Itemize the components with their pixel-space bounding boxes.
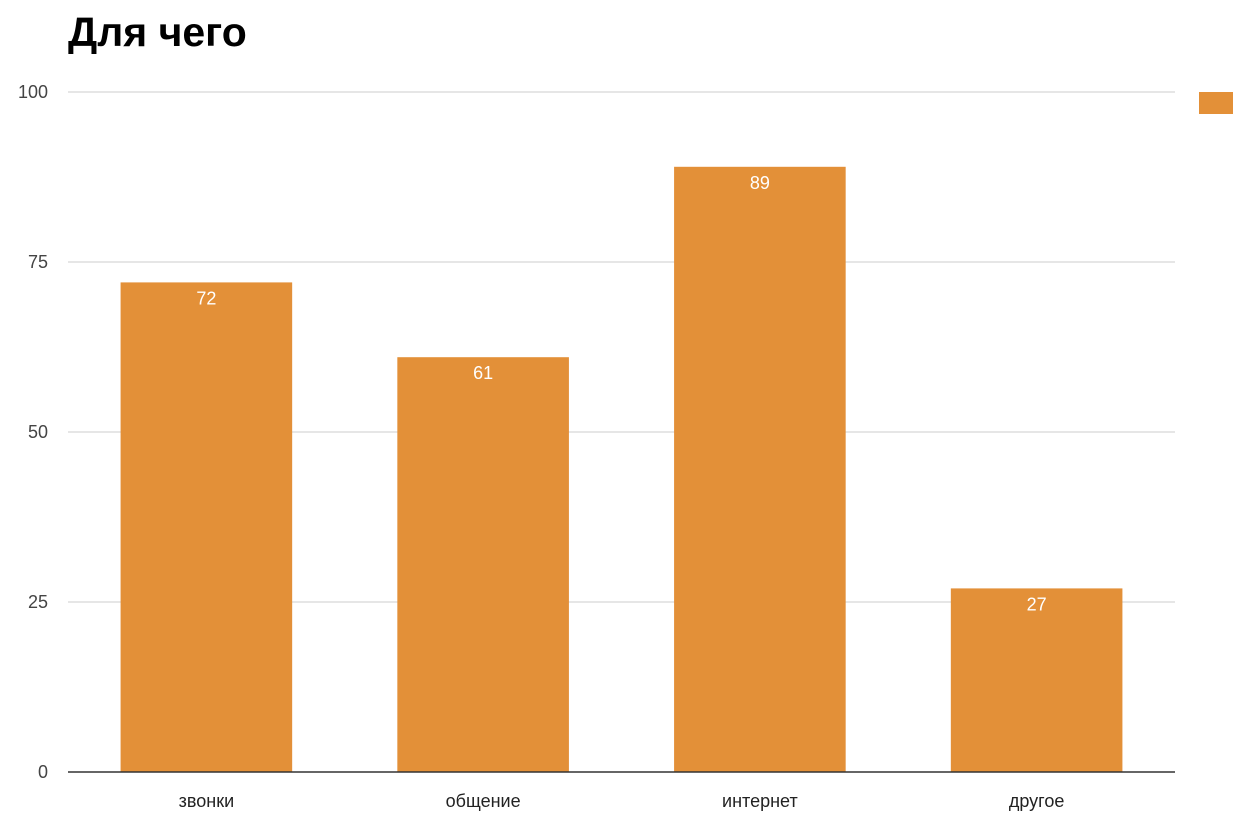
y-tick-label: 75 xyxy=(28,252,48,272)
x-tick-label: общение xyxy=(446,791,521,811)
legend xyxy=(1199,92,1233,114)
data-label: 89 xyxy=(750,173,770,193)
axes: 0 25 50 75 100 звонки общение интернет другое xyxy=(18,82,1175,811)
y-tick-label: 0 xyxy=(38,762,48,782)
bar xyxy=(674,166,846,773)
y-tick-label: 25 xyxy=(28,592,48,612)
data-label: 27 xyxy=(1027,594,1047,614)
x-tick-label: звонки xyxy=(179,791,235,811)
chart-title: Для чего xyxy=(68,9,247,55)
y-tick-label: 50 xyxy=(28,422,48,442)
bar xyxy=(397,357,569,772)
bar xyxy=(120,282,293,772)
legend-swatch xyxy=(1199,92,1233,114)
data-label: 72 xyxy=(196,288,216,308)
x-tick-label: интернет xyxy=(722,791,798,811)
bar xyxy=(950,588,1123,772)
bars: 72 61 89 27 xyxy=(120,166,1123,773)
x-tick-label: другое xyxy=(1009,791,1065,811)
y-tick-label: 100 xyxy=(18,82,48,102)
data-label: 61 xyxy=(473,363,493,383)
